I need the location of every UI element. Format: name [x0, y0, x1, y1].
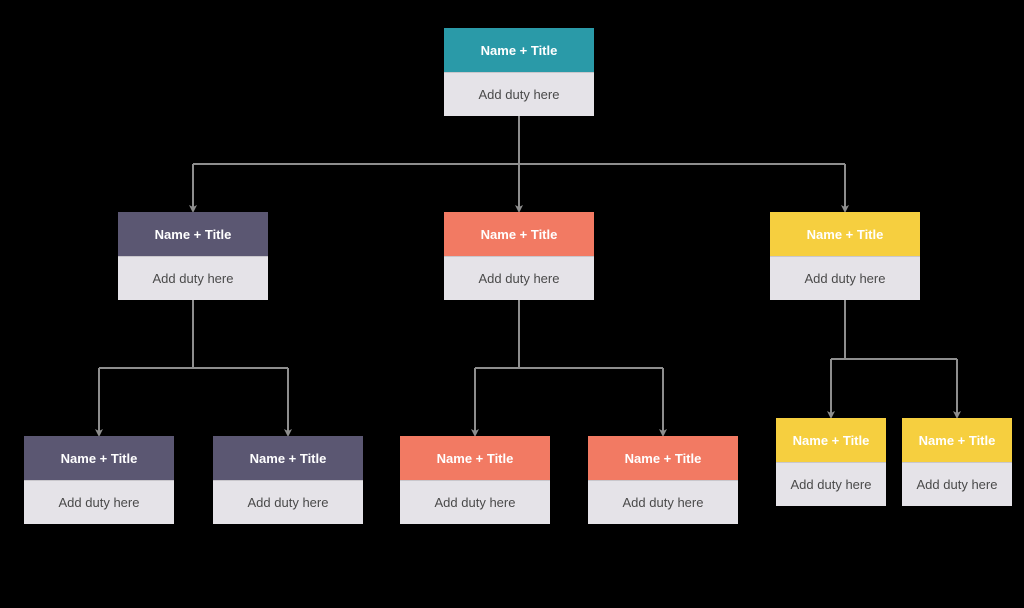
org-node-m1[interactable]: Name + TitleAdd duty here: [118, 212, 268, 300]
org-node-l6[interactable]: Name + TitleAdd duty here: [902, 418, 1012, 506]
org-chart-canvas: Name + TitleAdd duty hereName + TitleAdd…: [0, 0, 1024, 608]
org-node-header: Name + Title: [776, 418, 886, 462]
org-node-body: Add duty here: [400, 480, 550, 524]
org-node-header: Name + Title: [444, 212, 594, 256]
org-node-body: Add duty here: [118, 256, 268, 300]
org-node-header: Name + Title: [400, 436, 550, 480]
org-node-m2[interactable]: Name + TitleAdd duty here: [444, 212, 594, 300]
org-node-body: Add duty here: [588, 480, 738, 524]
org-node-header: Name + Title: [24, 436, 174, 480]
org-node-l2[interactable]: Name + TitleAdd duty here: [213, 436, 363, 524]
org-node-body: Add duty here: [770, 256, 920, 300]
org-node-header: Name + Title: [444, 28, 594, 72]
org-node-m3[interactable]: Name + TitleAdd duty here: [770, 212, 920, 300]
org-node-header: Name + Title: [118, 212, 268, 256]
org-node-l3[interactable]: Name + TitleAdd duty here: [400, 436, 550, 524]
org-node-root[interactable]: Name + TitleAdd duty here: [444, 28, 594, 116]
org-node-l5[interactable]: Name + TitleAdd duty here: [776, 418, 886, 506]
org-node-body: Add duty here: [24, 480, 174, 524]
org-node-header: Name + Title: [588, 436, 738, 480]
org-node-body: Add duty here: [444, 72, 594, 116]
org-node-body: Add duty here: [776, 462, 886, 506]
org-node-header: Name + Title: [902, 418, 1012, 462]
org-node-body: Add duty here: [213, 480, 363, 524]
org-node-header: Name + Title: [770, 212, 920, 256]
org-node-header: Name + Title: [213, 436, 363, 480]
org-node-l1[interactable]: Name + TitleAdd duty here: [24, 436, 174, 524]
org-node-l4[interactable]: Name + TitleAdd duty here: [588, 436, 738, 524]
org-node-body: Add duty here: [444, 256, 594, 300]
org-node-body: Add duty here: [902, 462, 1012, 506]
